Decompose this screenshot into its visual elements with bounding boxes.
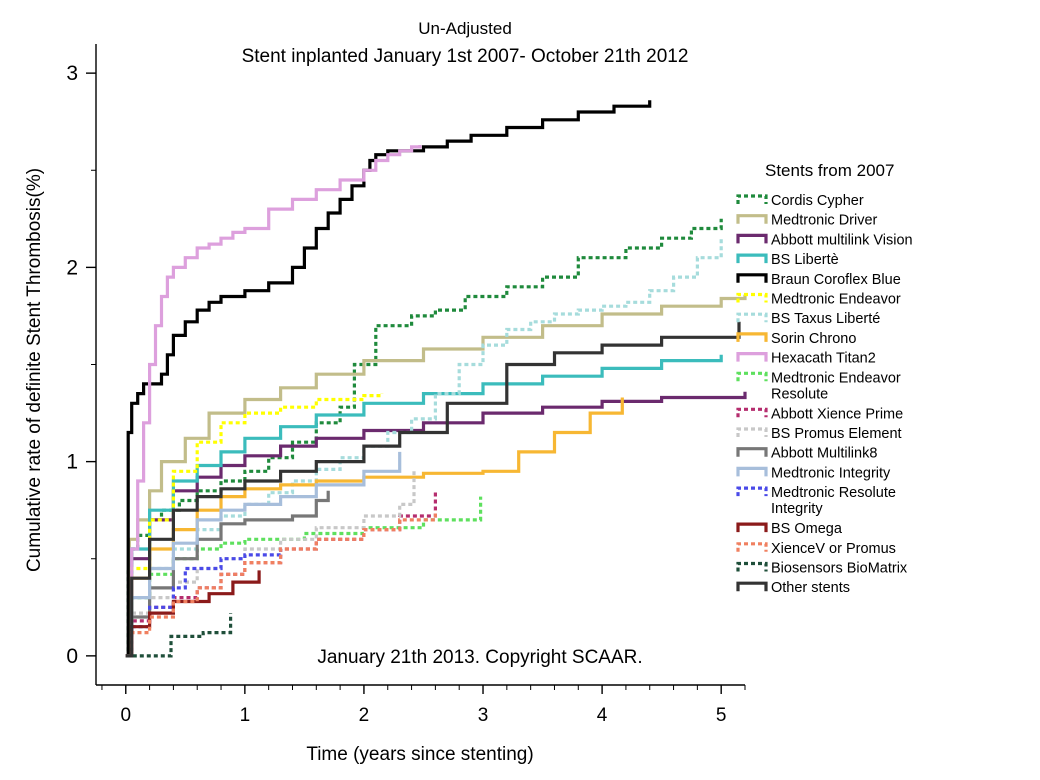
series-line-biosensors-biomatrix bbox=[125, 613, 233, 658]
legend-label-bs-omega: BS Omega bbox=[771, 521, 843, 537]
legend-label-bs-taxus-libert: BS Taxus Liberté bbox=[771, 311, 880, 327]
series-line-hexacath-titan2 bbox=[125, 145, 422, 658]
x-tick-label-5: 5 bbox=[716, 705, 727, 726]
series-lines bbox=[125, 100, 747, 658]
legend-swatch-abbott-multilink-vision bbox=[736, 233, 768, 244]
y-tick-label-2: 2 bbox=[66, 256, 78, 279]
legend-label-medtronic-resolute-integrity: Medtronic Resolute Integrity bbox=[771, 485, 896, 517]
legend-swatch-medtronic-resolute-integrity bbox=[736, 486, 768, 497]
legend-swatch-hexacath-titan2 bbox=[736, 352, 768, 362]
legend-label-medtronic-endeavor-resolute: Medtronic Endeavor Resolute bbox=[771, 370, 901, 402]
legend-swatch-bs-libert bbox=[736, 253, 768, 264]
y-tick-label-3: 3 bbox=[66, 62, 78, 85]
series-line-sorin-chrono bbox=[125, 397, 624, 658]
tick-labels: 0 1 2 3 4 5 0 1 2 3 bbox=[66, 62, 726, 726]
series-line-other-stents bbox=[125, 321, 741, 658]
y-tick-label-0: 0 bbox=[66, 645, 78, 668]
legend-swatch-sorin-chrono bbox=[736, 332, 768, 342]
series-line-bs-promus-element bbox=[125, 471, 416, 658]
legend-label-abbott-multilink-vision: Abbott multilink Vision bbox=[771, 232, 913, 248]
copyright-annotation: January 21th 2013. Copyright SCAAR. bbox=[317, 647, 642, 668]
legend-label-hexacath-titan2: Hexacath Titan2 bbox=[771, 351, 876, 367]
y-axis-label: Cumulative rate of definite Stent Thromb… bbox=[24, 168, 45, 572]
x-tick-label-0: 0 bbox=[120, 705, 131, 726]
axes bbox=[86, 44, 746, 694]
series-line-medtronic-integrity bbox=[125, 451, 402, 658]
legend-label-xiencev-or-promus: XienceV or Promus bbox=[771, 541, 896, 557]
legend-swatch-bs-omega bbox=[736, 522, 768, 533]
legend-label-other-stents: Other stents bbox=[771, 580, 850, 596]
legend-swatch-medtronic-endeavor-resolute bbox=[736, 371, 768, 382]
chart-title: Stent inplanted January 1st 2007- Octobe… bbox=[242, 46, 689, 67]
legend-swatch-other-stents bbox=[736, 581, 768, 592]
legend-label-biosensors-biomatrix: Biosensors BioMatrix bbox=[771, 561, 908, 577]
legend-label-medtronic-integrity: Medtronic Integrity bbox=[771, 465, 891, 481]
x-tick-label-2: 2 bbox=[359, 705, 370, 726]
legend-swatch-bs-taxus-libert bbox=[736, 312, 768, 323]
series-line-braun-coroflex-blue bbox=[125, 100, 652, 658]
legend-label-abbott-xience-prime: Abbott Xience Prime bbox=[771, 406, 903, 422]
x-tick-label-3: 3 bbox=[478, 705, 489, 726]
y-tick-label-1: 1 bbox=[66, 451, 78, 474]
legend-swatch-braun-coroflex-blue bbox=[736, 273, 768, 283]
legend-swatch-cordis-cypher bbox=[736, 194, 768, 204]
x-axis-label: Time (years since stenting) bbox=[306, 744, 533, 765]
legend-label-braun-coroflex-blue: Braun Coroflex Blue bbox=[771, 272, 901, 288]
x-tick-label-4: 4 bbox=[597, 705, 608, 726]
legend-label-medtronic-endeavor: Medtronic Endeavor bbox=[771, 292, 901, 308]
x-tick-label-1: 1 bbox=[240, 705, 251, 726]
legend-label-medtronic-driver: Medtronic Driver bbox=[771, 213, 878, 229]
legend-label-abbott-multilink8: Abbott Multilink8 bbox=[771, 446, 877, 462]
series-line-bs-taxus-libert bbox=[125, 238, 723, 658]
legend-title: Stents from 2007 bbox=[765, 161, 894, 180]
series-line-cordis-cypher bbox=[125, 218, 723, 658]
legend-swatch-medtronic-driver bbox=[736, 214, 768, 224]
legend-label-sorin-chrono: Sorin Chrono bbox=[771, 331, 856, 347]
legend-label-cordis-cypher: Cordis Cypher bbox=[771, 193, 864, 209]
series-line-medtronic-driver bbox=[125, 294, 747, 658]
legend-swatch-medtronic-integrity bbox=[736, 466, 768, 477]
legend-label-bs-promus-element: BS Promus Element bbox=[771, 426, 902, 442]
chart-subtitle: Un-Adjusted bbox=[418, 19, 512, 38]
series-line-medtronic-endeavor-resolute bbox=[125, 496, 483, 658]
legend: Stents from 2007 Cordis Cypher Medtronic … bbox=[736, 161, 913, 596]
legend-swatch-abbott-xience-prime bbox=[736, 407, 768, 418]
legend-swatch-biosensors-biomatrix bbox=[736, 561, 768, 572]
legend-label-bs-libert: BS Libertè bbox=[771, 252, 839, 268]
series-line-xiencev-or-promus bbox=[125, 510, 437, 658]
legend-swatch-medtronic-endeavor bbox=[736, 292, 768, 303]
legend-swatch-abbott-multilink8 bbox=[736, 447, 768, 457]
legend-swatch-bs-promus-element bbox=[736, 427, 768, 437]
legend-swatch-xiencev-or-promus bbox=[736, 542, 768, 552]
series-line-medtronic-resolute-integrity bbox=[125, 549, 283, 658]
